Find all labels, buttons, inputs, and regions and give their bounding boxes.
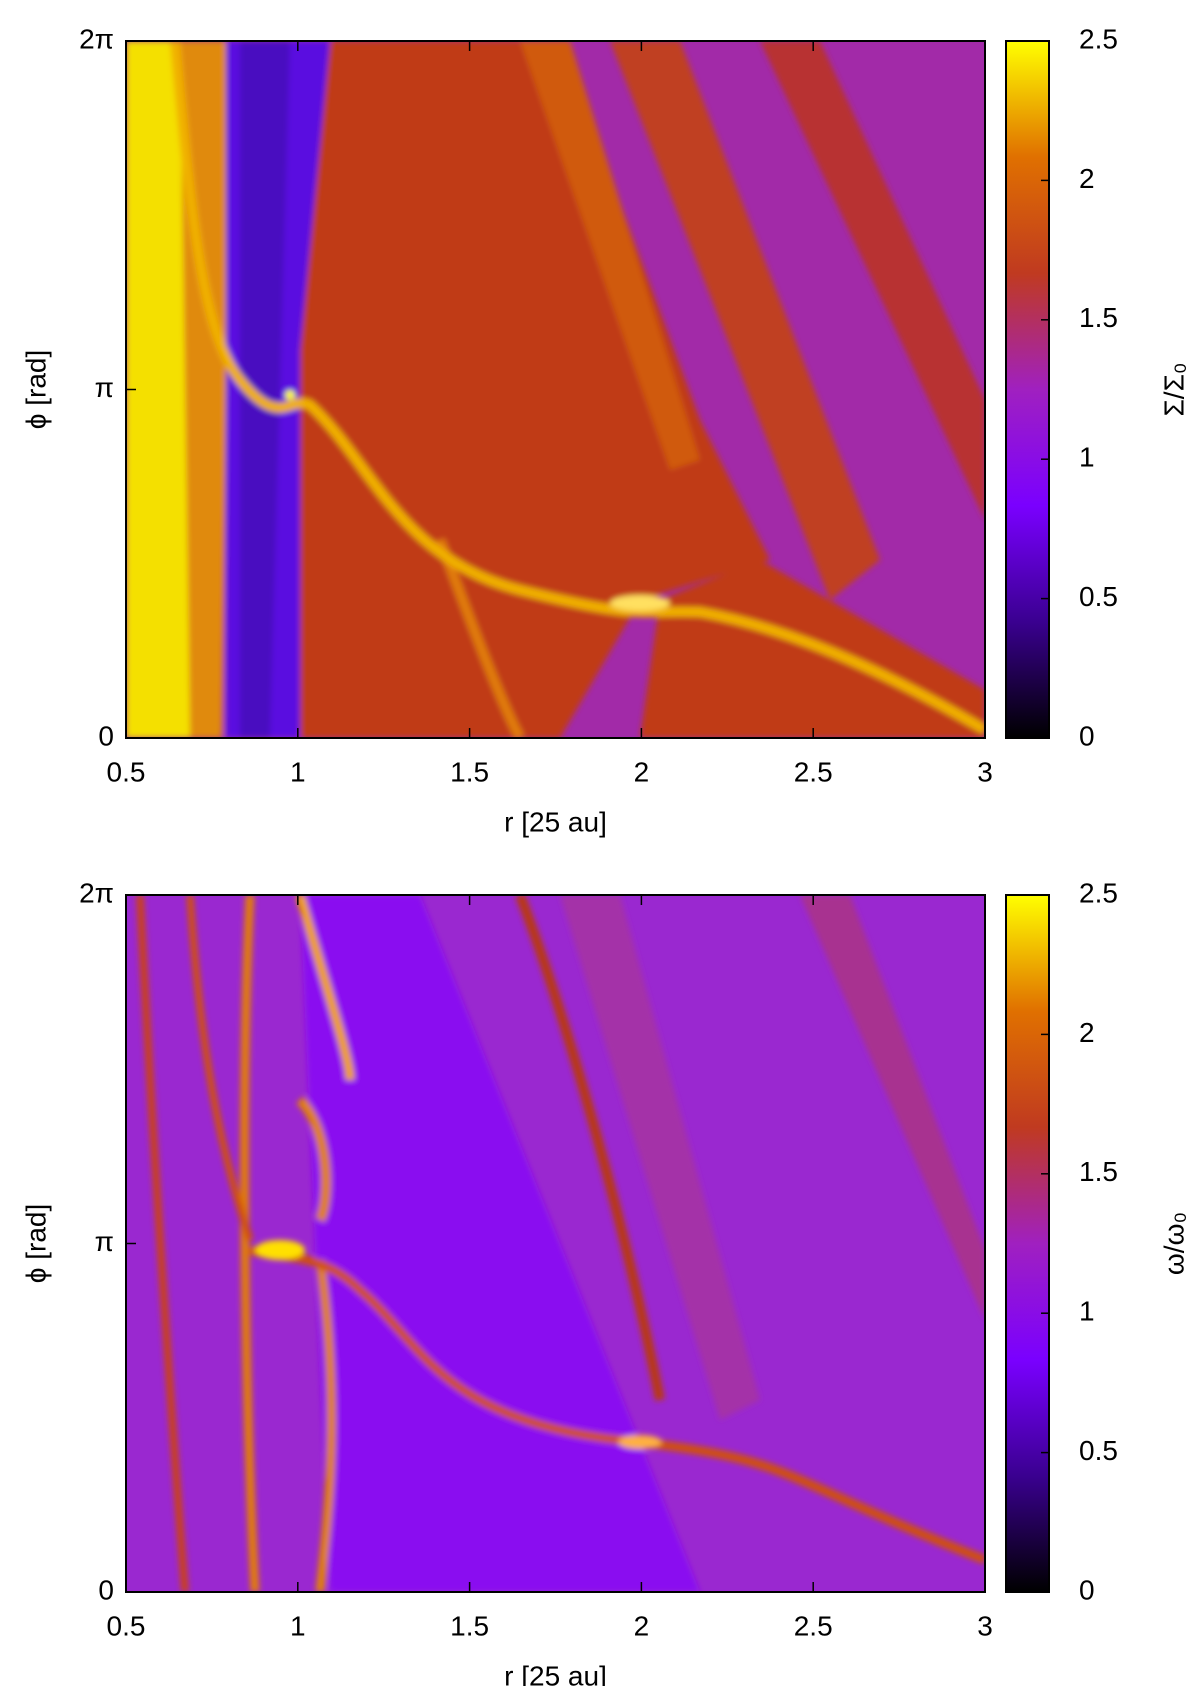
colorbar-tick-label: 1.5	[1079, 302, 1118, 333]
x-tick-label: 0.5	[107, 1610, 146, 1641]
x-axis-label: r [25 au]	[504, 1660, 607, 1686]
colorbar-label: Σ/Σ₀	[1158, 362, 1189, 416]
y-axis-label: ϕ [rad]	[20, 1204, 51, 1284]
x-tick-label: 2	[634, 756, 650, 787]
colorbar-tick-label: 1	[1079, 1296, 1095, 1327]
x-tick-label: 2	[634, 1610, 650, 1641]
y-tick-label: 2π	[79, 877, 114, 908]
colorbar-tick-label: 1.5	[1079, 1156, 1118, 1187]
colorbar-tick-label: 0	[1079, 1574, 1095, 1605]
y-tick-label: 2π	[79, 23, 114, 54]
colorbar	[1005, 894, 1050, 1593]
density-field	[126, 41, 985, 738]
y-axis-label: ϕ [rad]	[20, 350, 51, 430]
y-tick-label: π	[95, 1226, 114, 1257]
colorbar-tick-label: 2.5	[1079, 877, 1118, 908]
colorbar-label: ω/ω₀	[1158, 1212, 1189, 1275]
colorbar-tick-label: 2	[1079, 1017, 1095, 1048]
colorbar	[1005, 40, 1050, 739]
x-tick-label: 1	[290, 1610, 306, 1641]
x-tick-label: 2.5	[794, 756, 833, 787]
y-tick-label: 0	[98, 1574, 114, 1605]
x-tick-label: 3	[977, 1610, 993, 1641]
x-axis-label: r [25 au]	[504, 806, 607, 837]
x-tick-label: 1.5	[450, 756, 489, 787]
y-tick-label: π	[95, 372, 114, 403]
x-tick-label: 3	[977, 756, 993, 787]
colorbar-tick-label: 0.5	[1079, 1435, 1118, 1466]
colorbar-tick-label: 1	[1079, 442, 1095, 473]
colorbar-tick-label: 0.5	[1079, 581, 1118, 612]
colorbar-tick-label: 2	[1079, 163, 1095, 194]
y-tick-label: 0	[98, 720, 114, 751]
colorbar-tick-label: 2.5	[1079, 23, 1118, 54]
x-tick-label: 2.5	[794, 1610, 833, 1641]
vorticity-field	[126, 895, 985, 1592]
x-tick-label: 0.5	[107, 756, 146, 787]
x-tick-label: 1	[290, 756, 306, 787]
x-tick-label: 1.5	[450, 1610, 489, 1641]
colorbar-tick-label: 0	[1079, 720, 1095, 751]
